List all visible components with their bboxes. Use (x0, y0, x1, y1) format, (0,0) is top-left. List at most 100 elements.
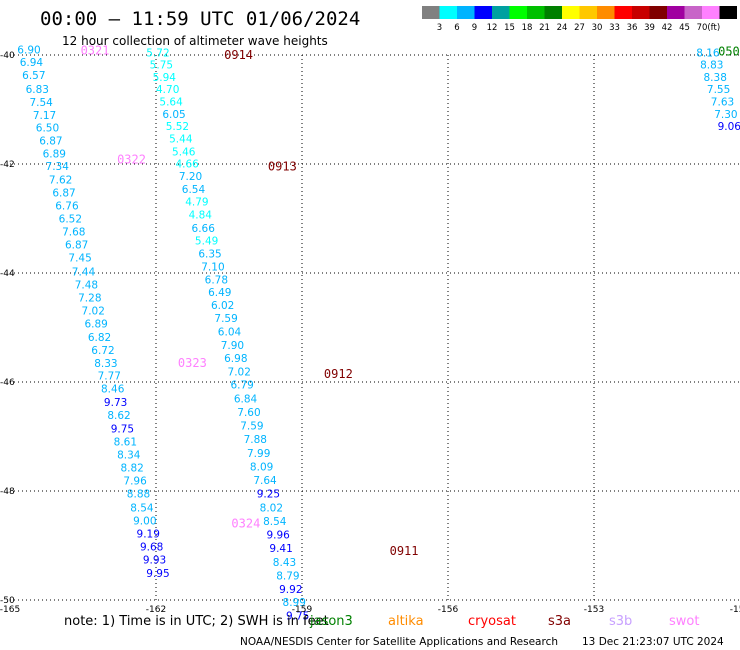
wave-height-value: 4.79 (185, 197, 208, 209)
pass-number-label: 0322 (117, 153, 146, 167)
satellite-label: s3a (548, 614, 571, 629)
wave-height-value: 8.38 (704, 72, 727, 84)
wave-height-value: 6.87 (39, 136, 62, 148)
legend-swatch (474, 6, 492, 19)
wave-height-value: 6.83 (26, 84, 49, 96)
wave-height-value: 6.54 (182, 184, 206, 196)
wave-height-value: 9.75 (286, 610, 309, 622)
wave-height-value: 7.68 (62, 227, 85, 239)
wave-height-value: 6.72 (91, 345, 114, 357)
wave-height-value: 7.45 (68, 253, 91, 265)
x-tick-label: -150 (730, 605, 740, 615)
wave-height-value: 6.87 (52, 187, 75, 199)
wave-height-value: 8.16 (696, 47, 720, 59)
wave-height-value: 6.02 (211, 300, 234, 312)
legend-label: 27 (574, 23, 585, 33)
wave-height-value: 7.64 (253, 475, 277, 487)
satellite-label: altika (388, 614, 424, 629)
timestamp-text: 13 Dec 21:23:07 UTC 2024 (582, 636, 724, 648)
legend-swatch (684, 6, 702, 19)
wave-height-value: 5.46 (172, 146, 196, 158)
wave-height-value: 5.49 (195, 235, 218, 247)
wave-height-value: 6.89 (84, 319, 107, 331)
wave-height-value: 4.70 (156, 84, 179, 96)
y-tick-label: -42 (0, 160, 15, 170)
wave-height-value: 9.92 (279, 584, 302, 596)
y-tick-label: -50 (0, 596, 15, 606)
pass-number-label: 050 (718, 45, 740, 59)
legend-swatch (597, 6, 615, 19)
legend-label: 42 (662, 23, 673, 33)
wave-height-value: 7.77 (98, 370, 121, 382)
legend-label: 30 (592, 23, 603, 33)
footer-note: note: 1) Time is in UTC; 2) SWH is in fe… (64, 614, 329, 629)
wave-height-value: 6.35 (198, 248, 221, 260)
legend-swatch (439, 6, 457, 19)
wave-height-value: 9.68 (140, 542, 163, 554)
wave-height-value: 7.02 (82, 306, 105, 318)
wave-height-value: 7.63 (711, 96, 734, 108)
grid-lines (10, 54, 740, 601)
pass-number-label: 0323 (178, 356, 207, 370)
wave-height-value: 9.25 (257, 489, 280, 501)
wave-height-value: 7.44 (72, 266, 96, 278)
wave-height-value: 7.60 (237, 407, 260, 419)
legend-unit: (ft) (707, 23, 720, 33)
wave-height-value: 6.50 (36, 122, 59, 134)
wave-height-value: 7.55 (707, 84, 730, 96)
wave-height-value: 8.82 (120, 463, 143, 475)
wave-height-value: 7.88 (244, 434, 267, 446)
wave-height-value: 7.28 (78, 293, 101, 305)
wave-height-value: 8.09 (250, 461, 273, 473)
pass-labels: 0321 0322 0323 0324 0914 0913 0912 0911 050 (81, 44, 740, 558)
wave-height-value: 6.66 (192, 223, 216, 235)
pass-number-label: 0324 (231, 517, 260, 531)
wave-height-value: 7.17 (33, 110, 56, 122)
legend-swatch (614, 6, 632, 19)
legend-label: 21 (539, 23, 550, 33)
legend-swatch (579, 6, 597, 19)
wave-height-value: 6.05 (162, 109, 185, 121)
wave-height-value: 7.54 (29, 97, 53, 109)
pass-number-label: 0913 (268, 160, 297, 174)
wave-height-value: 8.79 (276, 570, 299, 582)
wave-height-value: 8.62 (107, 410, 130, 422)
wave-height-value: 5.44 (169, 133, 193, 145)
legend-swatch (457, 6, 475, 19)
wave-height-value: 6.98 (224, 353, 247, 365)
wave-height-value: 8.83 (700, 59, 723, 71)
legend-label: 18 (522, 23, 533, 33)
pass-number-label: 0912 (324, 367, 353, 381)
wave-height-value: 9.41 (269, 543, 292, 555)
wave-height-value: 6.79 (230, 380, 253, 392)
wave-height-value: 6.57 (22, 70, 45, 82)
wave-height-value: 7.48 (75, 279, 98, 291)
wave-height-value: 7.34 (46, 161, 70, 173)
legend-label: 39 (644, 23, 655, 33)
pass-number-label: 0911 (390, 544, 419, 558)
wave-height-value: 6.84 (234, 393, 258, 405)
wave-height-value: 6.52 (59, 214, 82, 226)
wave-height-value: 5.52 (166, 121, 189, 133)
satellite-label: s3b (609, 614, 632, 629)
wave-height-value: 8.33 (94, 358, 117, 370)
plot-background (10, 55, 740, 600)
legend-label: 70 (697, 23, 708, 33)
chart-title: 00:00 – 11:59 UTC 01/06/2024 (40, 8, 360, 30)
legend-label: 15 (504, 23, 515, 33)
satellite-legend: jason3 altika cryosat s3a s3b swot (309, 614, 699, 629)
legend-swatch (527, 6, 545, 19)
legend-swatch (667, 6, 685, 19)
wave-height-value: 9.73 (104, 397, 127, 409)
wave-height-value: 6.89 (43, 149, 66, 161)
x-tick-label: -153 (584, 605, 604, 615)
legend-swatch (719, 6, 737, 19)
y-tick-label: -46 (0, 378, 15, 388)
x-tick-label: -162 (146, 605, 166, 615)
wave-height-value: 7.20 (179, 171, 202, 183)
wave-height-value: 8.61 (114, 436, 137, 448)
wave-height-value: 6.76 (55, 200, 79, 212)
wave-height-value: 6.78 (205, 275, 228, 287)
legend-label: 45 (679, 23, 690, 33)
